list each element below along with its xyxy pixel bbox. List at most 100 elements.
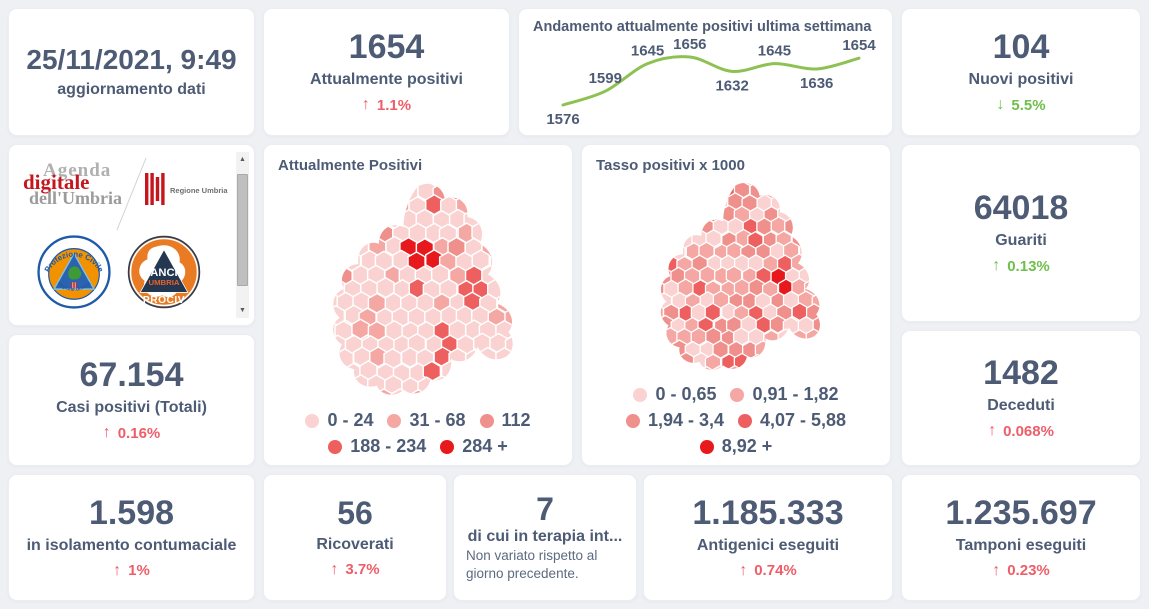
terapia-intensiva-card: 7 di cui in terapia int... Non variato r… [453, 474, 637, 601]
isolamento-delta: ↑ 1% [113, 561, 150, 580]
deceduti-delta: ↑ 0.068% [988, 422, 1054, 440]
legend-label: 0,91 - 1,82 [752, 384, 839, 404]
map-legend: 0 - 24 31 - 68 112 188 - 234 284 + [278, 410, 558, 457]
deceduti-label: Deceduti [987, 397, 1055, 414]
legend-label: 0 - 24 [327, 410, 374, 430]
choropleth-map-attualmente-positivi[interactable] [315, 176, 521, 406]
legend-label: 284 + [462, 436, 508, 456]
map-legend: 0 - 0,65 0,91 - 1,82 1,94 - 3,4 4,07 - 5,88… [596, 384, 876, 457]
guariti-value: 64018 [973, 189, 1069, 227]
tamponi-value: 1.235.697 [945, 493, 1097, 532]
trend-up-icon: ↑ [361, 96, 370, 113]
casi-totali-value: 67.154 [79, 356, 184, 394]
map-card-attualmente-positivi: Attualmente Positivi 0 - 24 31 - 68 112 188… [263, 144, 573, 466]
legend-dot-icon [328, 439, 343, 454]
legend-item: 1,94 - 3,4 [625, 410, 724, 431]
guariti-label: Guariti [995, 232, 1047, 249]
legend-item: 0 - 24 [305, 410, 373, 431]
attualmente-positivi-label: Attualmente positivi [310, 71, 463, 88]
svg-text:1645: 1645 [758, 43, 791, 60]
agenda-digitale-logo: Agenda digitale dell'Umbria [23, 160, 122, 208]
legend-item: 284 + [440, 436, 508, 457]
svg-text:Regione Umbria: Regione Umbria [170, 186, 228, 195]
terapia-intensiva-note: Non variato rispetto al giorno precedent… [466, 547, 598, 581]
legend-label: 0 - 0,65 [655, 384, 717, 404]
update-date-card: 25/11/2021, 9:49 aggiornamento dati [8, 8, 255, 136]
legend-label: 8,92 + [721, 436, 773, 456]
trend-up-icon: ↑ [992, 561, 1001, 579]
scrollbar-thumb[interactable] [237, 174, 248, 286]
isolamento-card: 1.598 in isolamento contumaciale ↑ 1% [8, 474, 255, 601]
ricoverati-value: 56 [337, 494, 373, 531]
scrollbar-down-icon[interactable]: ▼ [236, 303, 249, 318]
map-card-tasso-positivi: Tasso positivi x 1000 0 - 0,65 0,91 - 1,8… [581, 144, 891, 466]
casi-totali-card: 67.154 Casi positivi (Totali) ↑ 0.16% [8, 334, 255, 466]
guariti-delta: ↑ 0.13% [992, 257, 1050, 275]
logos-card: Agenda digitale dell'Umbria Regione Umbr… [8, 144, 255, 326]
trend-line-chart: 1576 1599 1645 1656 1632 1645 1636 1654 [546, 36, 876, 127]
deceduti-card: 1482 Deceduti ↑ 0.068% [901, 330, 1141, 466]
legend-dot-icon [387, 413, 402, 428]
legend-dot-icon [305, 413, 320, 428]
trend-up-icon: ↑ [992, 257, 1001, 274]
map-title: Tasso positivi x 1000 [596, 157, 745, 174]
svg-text:1632: 1632 [715, 77, 748, 94]
svg-text:1645: 1645 [631, 43, 664, 60]
trend-up-icon: ↑ [988, 422, 997, 439]
terapia-intensiva-value: 7 [536, 490, 554, 527]
legend-item: 188 - 234 [328, 436, 426, 457]
tamponi-label: Tamponi eseguiti [955, 536, 1087, 554]
guariti-card: 64018 Guariti ↑ 0.13% [901, 144, 1141, 322]
legend-dot-icon [625, 413, 640, 428]
svg-text:UMBRIA: UMBRIA [148, 278, 179, 287]
svg-text:PROCIV: PROCIV [143, 295, 185, 306]
tamponi-card: 1.235.697 Tamponi eseguiti ↑ 0.23% [901, 474, 1141, 601]
antigenici-delta: ↑ 0.74% [739, 561, 797, 580]
legend-item: 31 - 68 [387, 410, 466, 431]
legend-dot-icon [699, 439, 714, 454]
legend-dot-icon [440, 439, 455, 454]
attualmente-positivi-value: 1654 [348, 28, 425, 66]
legend-label: 112 [501, 410, 531, 430]
legend-item: 8,92 + [699, 436, 773, 457]
trend-up-icon: ↑ [739, 561, 748, 579]
legend-label: 188 - 234 [350, 436, 427, 456]
tamponi-delta: ↑ 0.23% [992, 561, 1050, 580]
legend-label: 4,07 - 5,88 [760, 410, 847, 430]
update-date-value: 25/11/2021, 9:49 [26, 43, 237, 75]
scrollbar-up-icon[interactable]: ▲ [236, 152, 249, 167]
legend-label: 1,94 - 3,4 [647, 410, 724, 430]
legend-item: 0,91 - 1,82 [730, 384, 839, 405]
nuovi-positivi-card: 104 Nuovi positivi ↓ 5.5% [901, 8, 1141, 136]
trend-chart-title: Andamento attualmente positivi ultima se… [533, 19, 872, 35]
regione-umbria-logo: Regione Umbria [145, 173, 228, 205]
antigenici-value: 1.185.333 [692, 493, 844, 532]
logos-scrollbar[interactable]: ▲ ▼ [236, 152, 249, 318]
legend-dot-icon [633, 387, 648, 402]
attualmente-positivi-delta: ↑ 1.1% [361, 96, 412, 114]
antigenici-card: 1.185.333 Antigenici eseguiti ↑ 0.74% [643, 474, 893, 601]
choropleth-map-tasso-positivi[interactable] [633, 176, 839, 380]
ricoverati-label: Ricoverati [316, 535, 394, 553]
antigenici-label: Antigenici eseguiti [696, 536, 840, 554]
update-date-label: aggiornamento dati [57, 80, 206, 98]
terapia-intensiva-label: di cui in terapia int... [467, 527, 623, 545]
legend-dot-icon [730, 387, 745, 402]
nuovi-positivi-delta: ↓ 5.5% [996, 96, 1046, 114]
trend-up-icon: ↑ [330, 560, 339, 578]
nuovi-positivi-label: Nuovi positivi [968, 71, 1074, 88]
legend-item: 112 [479, 410, 531, 431]
protezione-civile-logo: Protezione Civile Regione Umbria [37, 235, 111, 309]
ricoverati-card: 56 Ricoverati ↑ 3.7% [263, 474, 447, 601]
legend-item: 0 - 0,65 [633, 384, 716, 405]
legend-dot-icon [479, 413, 494, 428]
nuovi-positivi-value: 104 [992, 28, 1050, 66]
legend-item: 4,07 - 5,88 [738, 410, 846, 431]
trend-down-icon: ↓ [996, 96, 1005, 113]
isolamento-label: in isolamento contumaciale [26, 536, 237, 554]
legend-dot-icon [738, 413, 752, 428]
map-title: Attualmente Positivi [278, 157, 423, 174]
attualmente-positivi-card: 1654 Attualmente positivi ↑ 1.1% [263, 8, 510, 136]
deceduti-value: 1482 [983, 354, 1059, 392]
svg-text:1654: 1654 [842, 37, 876, 54]
